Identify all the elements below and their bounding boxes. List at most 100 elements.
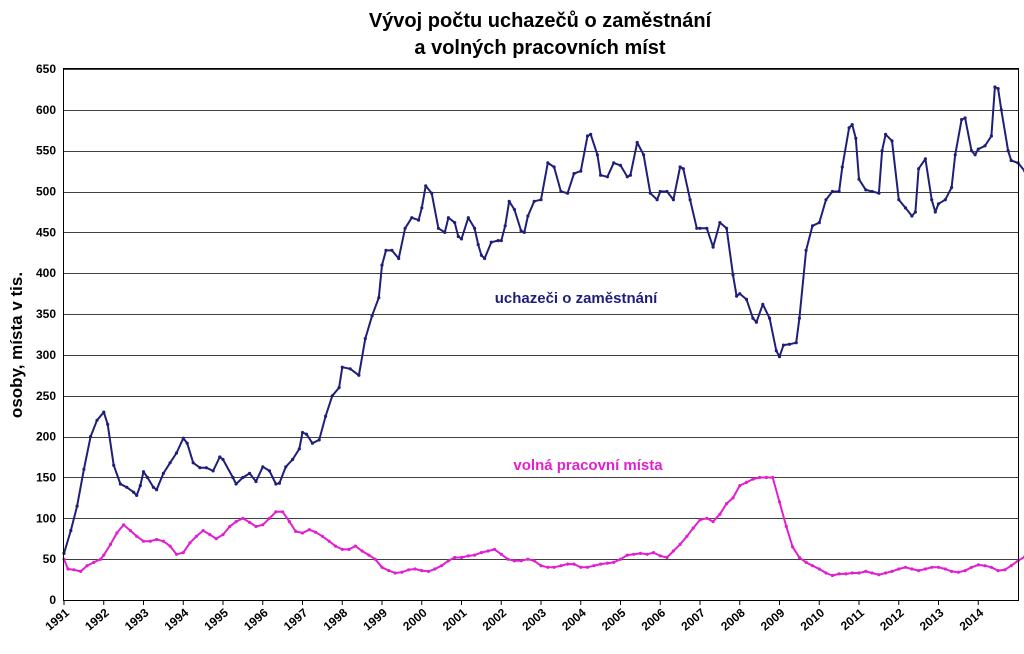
data-point: [877, 191, 881, 195]
data-point: [738, 292, 742, 296]
data-point: [572, 562, 576, 566]
data-point: [234, 520, 238, 524]
data-point: [132, 490, 136, 494]
data-point: [804, 560, 808, 565]
data-point: [277, 481, 281, 485]
data-point: [612, 161, 616, 165]
data-point: [317, 438, 321, 442]
data-point: [466, 216, 470, 220]
data-point: [267, 516, 272, 520]
data-point: [705, 226, 709, 230]
data-point: [625, 175, 629, 179]
data-point: [777, 500, 782, 504]
data-point: [161, 471, 165, 475]
data-point: [410, 216, 414, 220]
data-point: [248, 520, 252, 525]
data-point: [300, 430, 305, 435]
data-point: [294, 529, 298, 534]
data-point: [489, 240, 493, 244]
data-point: [678, 165, 682, 169]
x-tick-label: 2004: [559, 605, 589, 633]
data-point: [151, 485, 155, 489]
data-point: [440, 564, 444, 568]
data-point: [89, 435, 93, 439]
x-tick-label: 2008: [718, 605, 748, 633]
data-point: [864, 188, 868, 192]
data-point: [552, 165, 556, 169]
data-point: [777, 355, 782, 359]
data-point: [618, 557, 623, 561]
data-point: [211, 469, 215, 473]
data-point: [917, 167, 921, 171]
data-point: [201, 529, 205, 533]
data-point: [579, 169, 583, 173]
data-point: [274, 510, 278, 514]
data-point: [327, 539, 331, 543]
data-point: [612, 560, 616, 565]
data-point: [174, 451, 179, 455]
data-point: [453, 221, 457, 225]
data-point: [566, 191, 570, 195]
data-point: [993, 85, 997, 89]
data-point: [989, 565, 994, 569]
data-point: [864, 569, 868, 574]
data-point: [956, 570, 961, 574]
data-point: [671, 198, 676, 202]
data-point: [426, 569, 431, 574]
x-tick-label: 1996: [241, 605, 271, 633]
y-tick-label: 150: [36, 470, 56, 484]
data-point: [135, 493, 139, 497]
data-point: [102, 553, 106, 557]
x-tick-label: 1999: [360, 605, 390, 633]
data-point: [115, 531, 119, 535]
data-point: [208, 533, 212, 537]
data-point: [512, 207, 517, 212]
y-tick-label: 100: [36, 511, 56, 525]
data-point: [877, 573, 881, 577]
series-label-uchazeci: uchazeči o zaměstnání: [495, 290, 658, 307]
data-point: [830, 573, 835, 578]
y-tick-label: 300: [36, 348, 56, 362]
data-point: [102, 410, 106, 414]
data-point: [221, 533, 225, 537]
data-point: [393, 571, 397, 575]
data-point: [456, 234, 460, 239]
data-point: [287, 520, 291, 524]
data-point: [307, 528, 311, 532]
data-point: [337, 386, 341, 390]
data-point: [384, 248, 388, 252]
data-point: [936, 202, 941, 206]
data-point: [138, 484, 142, 488]
data-point: [106, 422, 110, 426]
data-point: [837, 189, 841, 194]
y-tick-label: 0: [49, 593, 56, 607]
data-point: [566, 562, 570, 566]
data-point: [204, 466, 208, 470]
y-tick-label: 600: [36, 103, 56, 117]
data-point: [118, 482, 122, 486]
data-point: [642, 153, 646, 157]
x-tick-label: 2001: [440, 605, 470, 633]
data-point: [854, 136, 858, 140]
data-point: [599, 173, 603, 177]
data-point: [261, 465, 265, 469]
data-point: [241, 516, 245, 520]
data-point: [585, 565, 590, 569]
data-point: [168, 461, 172, 465]
data-point: [681, 167, 685, 171]
data-point: [291, 457, 295, 462]
data-point: [194, 534, 198, 538]
x-tick-label: 2013: [917, 605, 947, 633]
x-tick-label: 1995: [201, 605, 231, 633]
data-point: [476, 243, 480, 247]
data-point: [221, 457, 225, 462]
data-point: [254, 524, 258, 529]
data-point: [685, 534, 689, 538]
data-point: [731, 273, 735, 277]
data-point: [496, 239, 500, 243]
data-point: [910, 567, 914, 571]
y-tick-label: 400: [36, 266, 56, 280]
data-point: [424, 184, 428, 188]
data-point: [539, 198, 543, 202]
data-point: [522, 230, 526, 234]
